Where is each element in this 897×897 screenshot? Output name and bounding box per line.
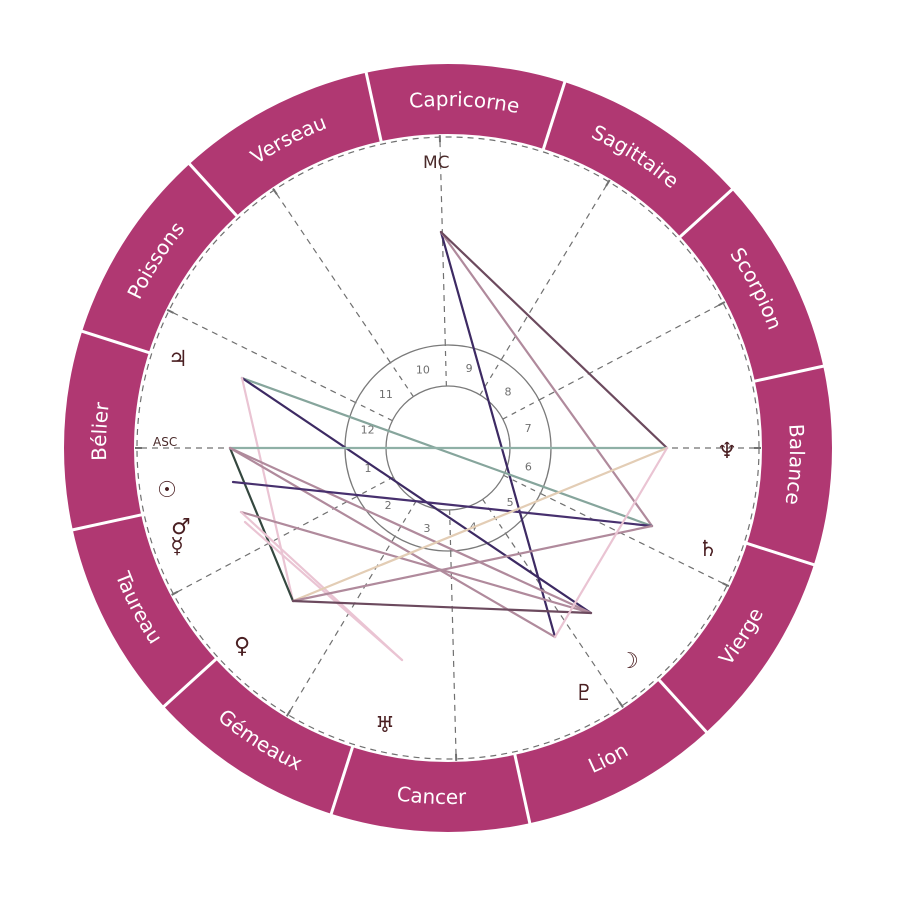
saturn-icon: ♄ — [698, 537, 718, 562]
aspect-line — [240, 376, 654, 528]
sign-divider — [329, 744, 355, 817]
house-number-12: 12 — [361, 423, 375, 436]
house-number-6: 6 — [525, 461, 532, 474]
zodiac-ring — [64, 64, 832, 832]
sign-divider — [656, 677, 709, 735]
sign-divider — [70, 512, 144, 532]
house-cusp-4 — [450, 550, 457, 759]
aspect-line — [239, 510, 593, 615]
aspect-line — [553, 446, 669, 639]
house-number-7: 7 — [525, 422, 532, 435]
aspect-line — [439, 230, 557, 639]
house-cusp-2 — [173, 495, 358, 595]
house-cusp-9 — [500, 181, 610, 361]
sign-divider — [79, 329, 152, 355]
aspect-line — [439, 230, 654, 528]
sign-divider — [677, 187, 735, 240]
house-number-10: 10 — [416, 363, 430, 376]
aspect-line — [228, 446, 295, 603]
house-cusp-6 — [540, 492, 728, 586]
sign-divider — [364, 70, 384, 144]
pluto-icon: ♇ — [574, 681, 594, 706]
sun-icon: ☉ — [157, 478, 177, 503]
mercury-icon: ☿ — [170, 534, 184, 559]
house-number-11: 11 — [379, 388, 393, 401]
sign-divider — [744, 541, 817, 567]
house-cusp-11 — [273, 189, 391, 363]
moon-icon: ☽ — [619, 649, 639, 674]
aspect-lines — [228, 230, 669, 662]
aspect-line — [243, 520, 404, 662]
aspect-line — [228, 446, 593, 615]
asc-label: ASC — [153, 435, 177, 449]
sign-divider — [161, 656, 219, 709]
aspect-line — [240, 376, 593, 615]
sign-divider — [187, 161, 240, 219]
aspect-line — [228, 446, 557, 639]
axis-labels: ASC MC — [153, 153, 450, 449]
aspect-line — [291, 599, 593, 615]
house-number-3: 3 — [423, 522, 430, 535]
sign-divider — [752, 364, 826, 384]
aspect-line — [291, 446, 669, 603]
house-number-5: 5 — [507, 496, 514, 509]
sign-divider — [512, 752, 532, 826]
neptune-icon: ♆ — [717, 439, 737, 464]
house-number-1: 1 — [364, 462, 371, 475]
jupiter-icon: ♃ — [168, 347, 188, 372]
house-number-2: 2 — [385, 499, 392, 512]
aspect-line — [291, 524, 654, 603]
planet-glyphs: ♃ ☉ ♂☿ ♀ ♅ ♇ ☽ ♄ ♆ — [157, 347, 737, 738]
aspect-line — [240, 376, 295, 603]
uranus-icon: ♅ — [375, 713, 395, 738]
house-cusp-5 — [505, 533, 623, 707]
sign-label-9: Cancer — [396, 781, 468, 809]
house-cusp-8 — [538, 302, 724, 401]
aspect-line — [231, 480, 654, 528]
venus-icon: ♀ — [234, 634, 250, 659]
mc-label: MC — [423, 153, 450, 173]
aspect-line — [439, 230, 669, 450]
mars-icon: ♂ — [171, 515, 191, 540]
house-number-8: 8 — [504, 385, 511, 398]
house-cusp-12 — [168, 310, 356, 404]
house-number-9: 9 — [466, 362, 473, 375]
sign-label-6: Bélier — [87, 400, 114, 461]
sign-divider — [541, 79, 567, 152]
